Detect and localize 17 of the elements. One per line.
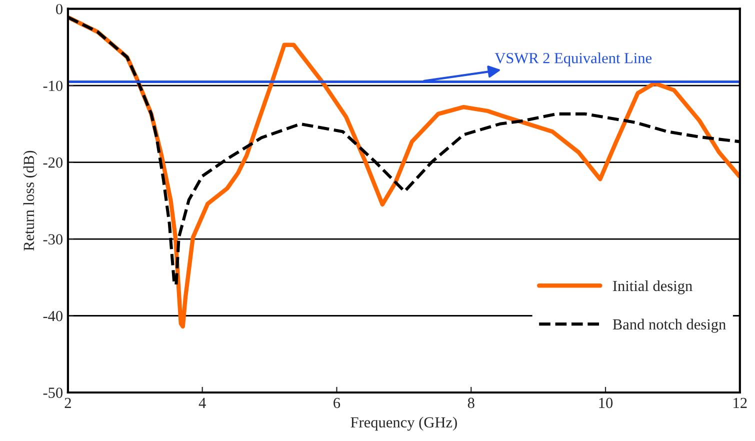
x-tick-label: 2 — [64, 398, 71, 408]
legend-label: Band notch design — [612, 318, 726, 333]
y-tick-label: -30 — [43, 234, 63, 244]
y-axis-title: Return loss (dB) — [23, 150, 38, 251]
x-tick-label: 10 — [599, 398, 613, 408]
y-tick-label: -40 — [43, 310, 63, 322]
y-tick-label: 0 — [56, 4, 63, 14]
x-tick-label: 12 — [734, 398, 747, 408]
x-tick-label: 4 — [198, 398, 206, 408]
ref-line-label: VSWR 2 Equivalent Line — [494, 52, 652, 66]
y-tick-label: -20 — [43, 157, 63, 168]
y-tick-label: -50 — [43, 388, 63, 398]
x-tick-label: 8 — [468, 398, 474, 408]
x-axis-title: Frequency (GHz) — [350, 416, 457, 431]
y-tick-label: -10 — [43, 80, 63, 92]
x-tick-label: 6 — [334, 398, 340, 408]
legend-label: Initial design — [612, 280, 692, 294]
